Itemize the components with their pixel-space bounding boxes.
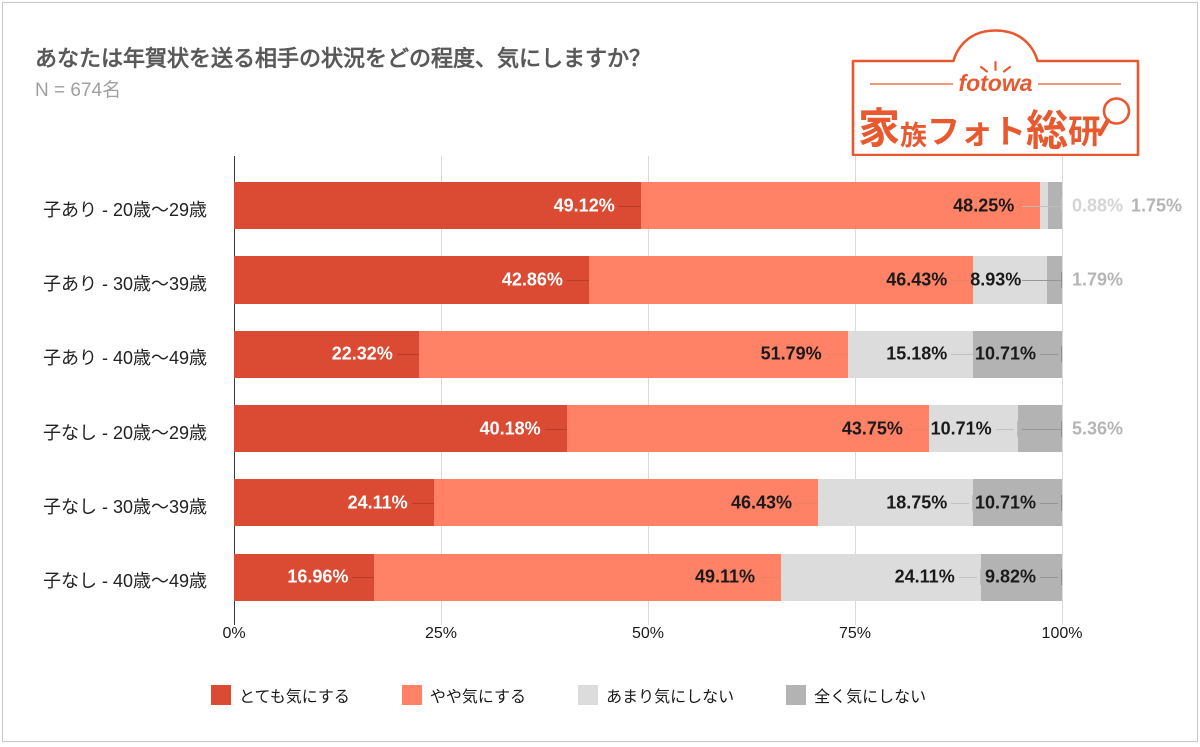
svg-text:家族フォト総研: 家族フォト総研 bbox=[858, 95, 1101, 156]
svg-text:fotowa: fotowa bbox=[958, 70, 1032, 96]
